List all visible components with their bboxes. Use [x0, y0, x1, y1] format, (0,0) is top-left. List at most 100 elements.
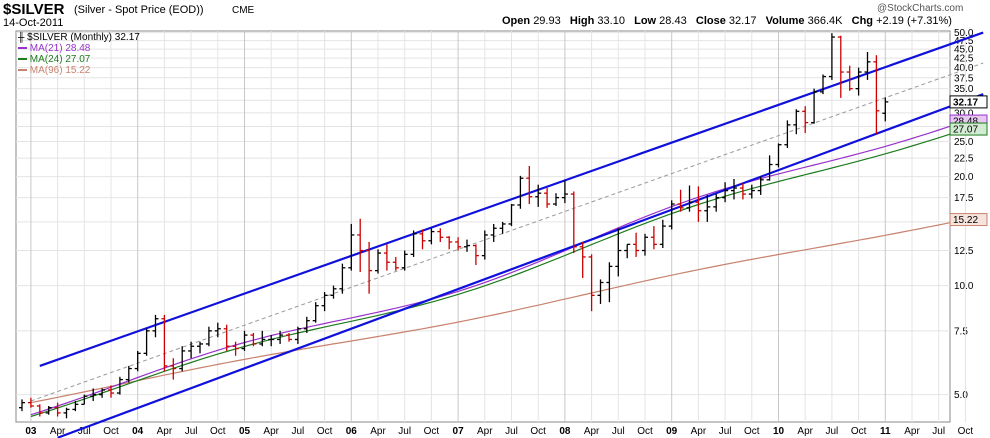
ohlc-bar — [357, 218, 364, 273]
ohlc-bar — [739, 183, 746, 200]
ohlc-bar — [588, 254, 595, 312]
ohlc-bar — [392, 256, 399, 271]
price-badge-label: 27.07 — [953, 125, 978, 136]
ohlc-bar — [864, 51, 871, 80]
x-tick-label: Jul — [505, 426, 518, 437]
ohlc-bar — [561, 180, 568, 204]
ohlc-bar — [633, 232, 640, 257]
ohlc-bar — [383, 244, 390, 271]
ohlc-bar — [748, 184, 755, 199]
ohlc-bar — [846, 65, 853, 91]
x-tick-label: Apr — [477, 426, 493, 437]
ohlc-bar — [464, 239, 470, 252]
volume-label: Volume — [765, 15, 805, 27]
x-tick-label: Oct — [210, 426, 226, 437]
y-tick-label: 22.5 — [954, 154, 974, 165]
ohlc-bar — [642, 233, 648, 256]
change-value: +2.19 (+7.31%) — [876, 15, 952, 27]
price-badge — [949, 122, 988, 136]
y-tick-label: 35.0 — [954, 84, 974, 95]
ohlc-bar — [294, 326, 301, 344]
ohlc-bar — [348, 223, 355, 271]
x-tick-label: 04 — [132, 426, 144, 437]
x-tick-label: Jul — [719, 426, 732, 437]
x-tick-label: Jul — [78, 426, 91, 437]
ohlc-bar — [286, 332, 292, 342]
ohlc-bar — [27, 397, 34, 408]
ohlc-bar — [437, 228, 444, 242]
x-tick-label: Oct — [637, 426, 653, 437]
x-tick-label: 09 — [666, 426, 678, 437]
x-tick-label: 10 — [773, 426, 785, 437]
x-tick-label: 08 — [559, 426, 571, 437]
ohlc-bar — [828, 33, 835, 80]
x-tick-label: Oct — [424, 426, 440, 437]
ohlc-bar — [650, 226, 657, 250]
ohlc-bar — [259, 330, 266, 347]
ohlc-bar — [597, 279, 604, 304]
description: (Silver - Spot Price (EOD)) — [74, 4, 204, 16]
ohlc-bar — [820, 74, 826, 95]
x-tick-label: Oct — [530, 426, 546, 437]
ohlc-bar — [508, 204, 515, 227]
ohlc-bar — [535, 184, 542, 207]
x-tick-label: Jul — [185, 426, 198, 437]
ohlc-bar — [134, 350, 141, 372]
ohlc-bar — [63, 407, 70, 419]
ohlc-bar — [882, 97, 889, 122]
x-tick-label: Apr — [263, 426, 279, 437]
ohlc-bar — [526, 165, 533, 205]
x-tick-label: Apr — [797, 426, 813, 437]
price-badge-label: 28.48 — [953, 117, 978, 128]
ohlc-bar — [401, 250, 408, 271]
ohlc-bar — [553, 193, 559, 206]
x-tick-label: 03 — [25, 426, 37, 437]
ohlc-bar — [481, 230, 488, 260]
ohlc-bar — [766, 155, 773, 181]
ohlc-bar — [366, 241, 373, 294]
volume-value: 366.4K — [807, 15, 843, 27]
x-tick-label: Apr — [157, 426, 173, 437]
ohlc-bar — [188, 341, 195, 359]
ohlc-bar — [303, 316, 310, 333]
ohlc-bar — [811, 88, 818, 124]
x-tick-label: 06 — [346, 426, 358, 437]
ohlc-bar — [722, 182, 729, 203]
ohlc-bar — [143, 328, 150, 356]
low-value: 28.43 — [659, 15, 687, 27]
price-badge-label: 15.22 — [953, 215, 978, 226]
ohlc-bar — [428, 228, 435, 245]
ohlc-bar — [793, 109, 800, 135]
y-tick-label: 42.5 — [954, 54, 974, 65]
ohlc-bar — [36, 404, 43, 417]
ohlc-bar — [232, 341, 239, 356]
x-tick-label: Jul — [292, 426, 305, 437]
x-tick-label: Jul — [398, 426, 411, 437]
y-tick-label: 5.0 — [954, 390, 968, 401]
ohlc-bar — [570, 191, 577, 254]
x-tick-label: Oct — [317, 426, 333, 437]
ohlc-bar — [330, 285, 337, 299]
chart-date: 14-Oct-2011 — [3, 17, 64, 29]
ohlc-bar — [784, 120, 791, 148]
ohlc-bar — [268, 335, 275, 347]
ohlc-bar — [108, 385, 114, 398]
ohlc-bar — [659, 219, 666, 249]
watermark: @StockCharts.com — [877, 3, 964, 14]
ohlc-bar — [704, 194, 711, 222]
ohlc-bar — [170, 358, 177, 380]
ohlc-bar — [205, 326, 212, 347]
y-tick-label: 25.0 — [954, 137, 974, 148]
x-tick-label: Apr — [691, 426, 707, 437]
ohlc-bar — [668, 200, 675, 230]
lower-channel-trendline — [57, 93, 984, 438]
y-tick-label: 12.5 — [954, 246, 974, 257]
x-tick-label: Apr — [584, 426, 600, 437]
ohlc-bar — [312, 302, 319, 323]
y-tick-label: 50.0 — [954, 28, 974, 39]
close-label: Close — [695, 15, 726, 27]
ohlc-bar — [241, 330, 248, 351]
ohlc-bar — [99, 388, 106, 398]
symbol: $SILVER — [3, 1, 65, 18]
